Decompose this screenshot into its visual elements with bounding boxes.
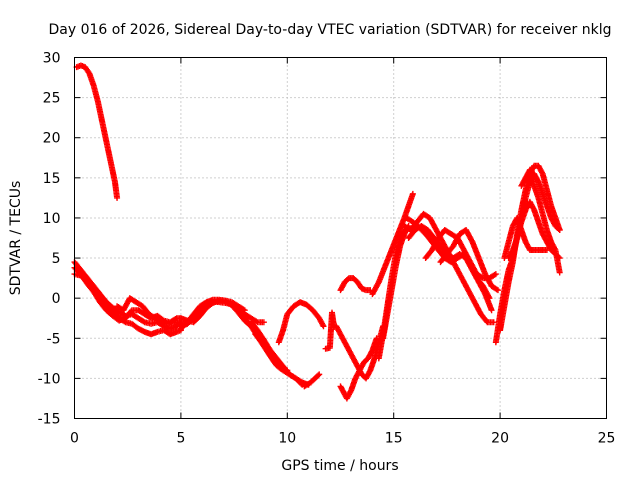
series-seg-isolated bbox=[322, 309, 338, 352]
series-seg-early-high bbox=[73, 62, 121, 201]
series-seg-hump-5 bbox=[437, 226, 501, 294]
data-point bbox=[494, 287, 501, 294]
data-point bbox=[316, 371, 323, 378]
x-axis-label: GPS time / hours bbox=[281, 458, 398, 474]
series-seg-rise-3 bbox=[375, 226, 408, 362]
series-seg-mid-3 bbox=[177, 296, 248, 332]
y-tick-label: -5 bbox=[47, 331, 61, 347]
data-point bbox=[253, 318, 260, 325]
data-point bbox=[543, 247, 550, 254]
data-point bbox=[320, 323, 327, 330]
data-point bbox=[556, 269, 563, 276]
series-seg-c bbox=[71, 264, 184, 326]
data-point bbox=[490, 319, 497, 326]
data-point bbox=[140, 318, 147, 325]
series-seg-v-2 bbox=[337, 335, 380, 402]
x-tick-label: 15 bbox=[385, 431, 403, 447]
grid-lines bbox=[74, 57, 607, 419]
series-seg-dip-2 bbox=[248, 319, 306, 388]
x-tick-label: 25 bbox=[598, 431, 616, 447]
data-point bbox=[492, 271, 499, 278]
data-point bbox=[240, 306, 247, 313]
y-tick-label: 25 bbox=[43, 91, 61, 107]
data-points bbox=[71, 62, 563, 402]
tick-labels: 0 5 10 15 20 25 -15 -10 -5 0 5 10 15 20 25 30 bbox=[38, 51, 616, 447]
chart-title: Day 016 of 2026, Sidereal Day-to-day VTE… bbox=[49, 22, 612, 38]
series-seg-d bbox=[114, 295, 184, 327]
data-point bbox=[409, 190, 416, 197]
data-point bbox=[315, 372, 322, 379]
data-point bbox=[298, 380, 305, 387]
y-axis-label: SDTVAR / TECUs bbox=[8, 181, 24, 296]
data-point bbox=[491, 271, 498, 278]
series-seg-late-4 bbox=[501, 214, 550, 262]
y-tick-label: -15 bbox=[38, 412, 61, 428]
data-point bbox=[556, 226, 563, 233]
x-tick-label: 0 bbox=[70, 431, 79, 447]
y-tick-label: 30 bbox=[43, 51, 61, 67]
series-seg-dip-3 bbox=[252, 331, 291, 374]
series-seg-dip-5 bbox=[301, 371, 323, 390]
series-seg-bump bbox=[337, 275, 374, 294]
y-tick-label: 20 bbox=[43, 131, 61, 147]
data-point bbox=[488, 307, 495, 314]
y-tick-label: 5 bbox=[52, 251, 61, 267]
x-tick-label: 5 bbox=[176, 431, 185, 447]
data-point bbox=[241, 307, 248, 314]
data-point bbox=[157, 318, 164, 325]
x-tick-label: 10 bbox=[278, 431, 296, 447]
y-tick-label: 10 bbox=[43, 211, 61, 227]
series-seg-dip-4 bbox=[275, 299, 327, 346]
plot-frame bbox=[74, 57, 607, 419]
x-tick-label: 20 bbox=[491, 431, 509, 447]
axis-ticks bbox=[74, 57, 607, 419]
data-point bbox=[114, 194, 121, 201]
data-point bbox=[493, 286, 500, 293]
data-point bbox=[260, 319, 267, 326]
data-point bbox=[373, 335, 380, 342]
y-tick-label: -10 bbox=[38, 371, 61, 387]
y-tick-label: 0 bbox=[52, 291, 61, 307]
y-tick-label: 15 bbox=[43, 171, 61, 187]
series-seg-late-5 bbox=[518, 166, 563, 276]
data-point bbox=[284, 367, 291, 374]
